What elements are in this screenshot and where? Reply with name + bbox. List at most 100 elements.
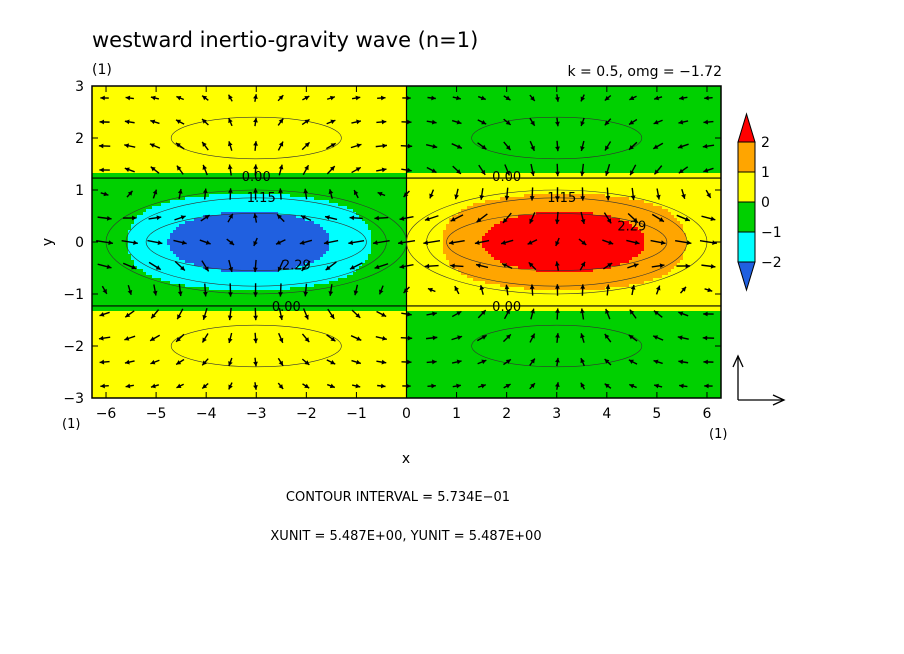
field-cell — [215, 104, 219, 108]
field-cell — [206, 227, 210, 231]
field-cell — [161, 152, 165, 156]
field-cell — [131, 281, 135, 285]
field-cell — [209, 158, 213, 162]
field-cell — [188, 362, 192, 366]
field-cell — [194, 326, 198, 330]
field-cell — [116, 107, 120, 111]
field-cell — [215, 170, 219, 174]
field-cell — [137, 137, 141, 141]
field-cell — [188, 191, 192, 195]
field-cell — [167, 389, 171, 393]
field-cell — [155, 332, 159, 336]
field-cell — [212, 167, 216, 171]
field-cell — [233, 344, 237, 348]
field-cell — [218, 185, 222, 189]
field-cell — [128, 392, 132, 396]
field-cell — [173, 296, 177, 300]
field-cell — [215, 161, 219, 165]
field-cell — [146, 332, 150, 336]
field-cell — [119, 188, 123, 192]
field-cell — [218, 167, 222, 171]
field-cell — [161, 194, 165, 198]
field-cell — [149, 101, 153, 105]
field-cell — [149, 323, 153, 327]
field-cell — [104, 164, 108, 168]
field-cell — [164, 164, 168, 168]
field-cell — [218, 278, 222, 282]
field-cell — [191, 158, 195, 162]
field-cell — [116, 287, 120, 291]
field-cell — [215, 158, 219, 162]
field-cell — [221, 251, 225, 255]
field-cell — [170, 209, 174, 213]
field-cell — [200, 107, 204, 111]
field-cell — [188, 197, 192, 201]
field-cell — [212, 389, 216, 393]
field-cell — [197, 110, 201, 114]
field-cell — [209, 152, 213, 156]
field-cell — [149, 374, 153, 378]
field-cell — [221, 260, 225, 264]
field-cell — [182, 104, 186, 108]
field-cell — [140, 290, 144, 294]
field-cell — [182, 374, 186, 378]
field-cell — [119, 125, 123, 129]
field-cell — [161, 236, 165, 240]
field-cell — [191, 173, 195, 177]
field-cell — [104, 149, 108, 153]
field-cell — [221, 134, 225, 138]
field-cell — [194, 95, 198, 99]
field-cell — [209, 170, 213, 174]
field-cell — [182, 257, 186, 261]
field-cell — [227, 182, 231, 186]
field-cell — [176, 131, 180, 135]
field-cell — [125, 320, 129, 324]
field-cell — [134, 365, 138, 369]
field-cell — [200, 377, 204, 381]
field-cell — [98, 290, 102, 294]
field-cell — [161, 104, 165, 108]
field-cell — [218, 164, 222, 168]
field-cell — [227, 248, 231, 252]
field-cell — [119, 329, 123, 333]
field-cell — [146, 113, 150, 117]
field-cell — [197, 284, 201, 288]
field-cell — [212, 311, 216, 315]
field-cell — [182, 200, 186, 204]
field-cell — [161, 356, 165, 360]
field-cell — [173, 122, 177, 126]
field-cell — [113, 263, 117, 267]
field-cell — [110, 245, 114, 249]
field-cell — [116, 233, 120, 237]
field-cell — [206, 284, 210, 288]
field-cell — [173, 293, 177, 297]
field-cell — [173, 215, 177, 219]
field-cell — [104, 260, 108, 264]
field-cell — [212, 380, 216, 384]
field-cell — [140, 296, 144, 300]
field-cell — [161, 149, 165, 153]
field-cell — [146, 104, 150, 108]
field-cell — [146, 251, 150, 255]
field-cell — [125, 101, 129, 105]
field-cell — [146, 209, 150, 213]
field-cell — [212, 203, 216, 207]
field-cell — [203, 275, 207, 279]
field-cell — [224, 287, 228, 291]
field-cell — [134, 332, 138, 336]
field-cell — [203, 332, 207, 336]
field-cell — [98, 350, 102, 354]
field-cell — [191, 290, 195, 294]
field-cell — [197, 209, 201, 213]
field-cell — [191, 275, 195, 279]
field-cell — [101, 248, 105, 252]
field-cell — [233, 113, 237, 117]
field-cell — [98, 224, 102, 228]
field-cell — [149, 131, 153, 135]
field-cell — [164, 218, 168, 222]
field-cell — [185, 173, 189, 177]
field-cell — [164, 389, 168, 393]
field-cell — [185, 302, 189, 306]
field-cell — [200, 104, 204, 108]
field-cell — [173, 335, 177, 339]
